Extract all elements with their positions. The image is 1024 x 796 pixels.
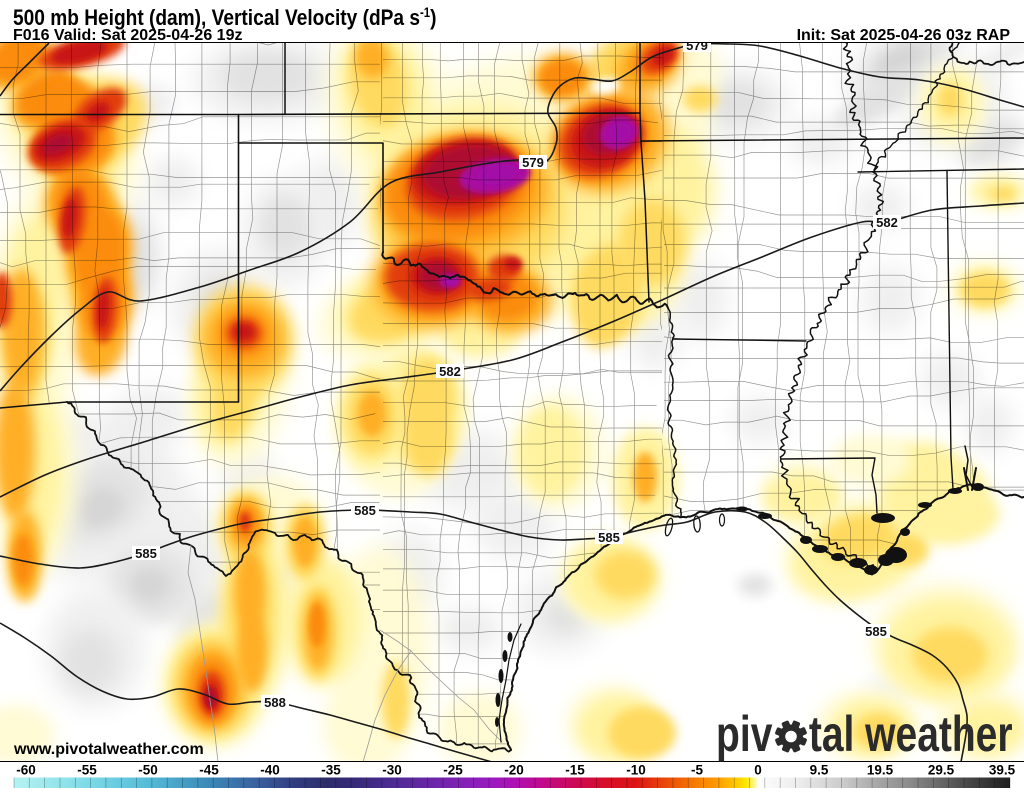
svg-text:9.5: 9.5	[810, 763, 829, 778]
svg-text:500 mb Height (dam), Vertical: 500 mb Height (dam), Vertical Velocity (…	[13, 5, 437, 30]
svg-text:Init: Sat 2025-04-26 03z RAP: Init: Sat 2025-04-26 03z RAP	[797, 27, 1011, 44]
svg-text:piv: piv	[716, 705, 772, 762]
svg-text:-35: -35	[321, 763, 341, 778]
svg-text:588: 588	[264, 695, 286, 710]
svg-text:39.5: 39.5	[989, 763, 1016, 778]
svg-text:-5: -5	[691, 763, 703, 778]
svg-text:-55: -55	[77, 763, 97, 778]
svg-text:-40: -40	[260, 763, 280, 778]
svg-text:-30: -30	[382, 763, 402, 778]
svg-text:585: 585	[354, 503, 376, 518]
svg-text:www.pivotalweather.com: www.pivotalweather.com	[13, 741, 204, 758]
svg-text:-10: -10	[626, 763, 646, 778]
svg-text:-15: -15	[565, 763, 585, 778]
svg-text:-50: -50	[138, 763, 158, 778]
svg-text:29.5: 29.5	[928, 763, 955, 778]
svg-text:585: 585	[865, 624, 887, 639]
svg-text:582: 582	[876, 215, 898, 230]
svg-text:585: 585	[135, 546, 157, 561]
svg-text:-20: -20	[504, 763, 524, 778]
svg-text:582: 582	[439, 364, 461, 379]
svg-text:tal weather: tal weather	[809, 705, 1013, 762]
svg-text:F016 Valid: Sat 2025-04-26 19z: F016 Valid: Sat 2025-04-26 19z	[13, 27, 242, 44]
svg-text:-45: -45	[199, 763, 219, 778]
svg-text:-60: -60	[16, 763, 36, 778]
svg-text:579: 579	[522, 155, 544, 170]
svg-text:585: 585	[598, 530, 620, 545]
svg-text:579: 579	[686, 38, 708, 53]
svg-text:-25: -25	[443, 763, 463, 778]
svg-text:0: 0	[754, 763, 762, 778]
svg-text:19.5: 19.5	[867, 763, 894, 778]
